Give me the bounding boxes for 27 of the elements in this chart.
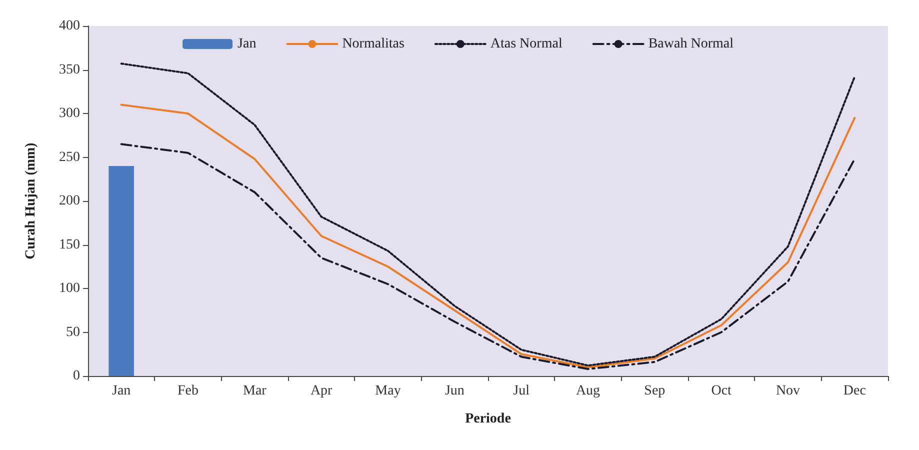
legend-label: Normalitas: [342, 36, 404, 52]
y-tick-label: 250: [59, 150, 80, 165]
legend-label: Bawah Normal: [648, 36, 734, 52]
y-tick-label: 200: [59, 194, 80, 208]
x-axis-title: Periode: [465, 412, 511, 426]
x-tick-label: Nov: [776, 384, 800, 398]
y-tick-label: 150: [59, 237, 80, 252]
y-tick-label: 50: [66, 324, 80, 340]
x-tick-label: May: [375, 384, 401, 398]
x-tick-label: Sep: [644, 384, 666, 398]
x-tick-label: Dec: [843, 384, 866, 398]
x-tick-label: Aug: [576, 384, 600, 398]
legend-label: Jan: [238, 36, 256, 52]
x-tick-label: Jun: [444, 384, 464, 398]
x-tick-label: Feb: [178, 384, 198, 398]
y-tick-label: 100: [59, 281, 80, 296]
legend-label: Atas Normal: [490, 36, 562, 52]
y-tick-label: 300: [59, 106, 80, 121]
y-tick-label: 0: [73, 368, 80, 384]
y-tick-label: 350: [59, 62, 80, 78]
x-tick-label: Apr: [310, 384, 333, 398]
x-tick-label: Oct: [711, 384, 732, 398]
y-tick-label: 400: [59, 18, 80, 34]
x-tick-label: Jan: [112, 384, 131, 398]
x-tick-label: Mar: [243, 384, 267, 398]
y-axis-title: Curah Hujan (mm): [24, 142, 38, 260]
x-tick-label: Jul: [513, 384, 530, 398]
